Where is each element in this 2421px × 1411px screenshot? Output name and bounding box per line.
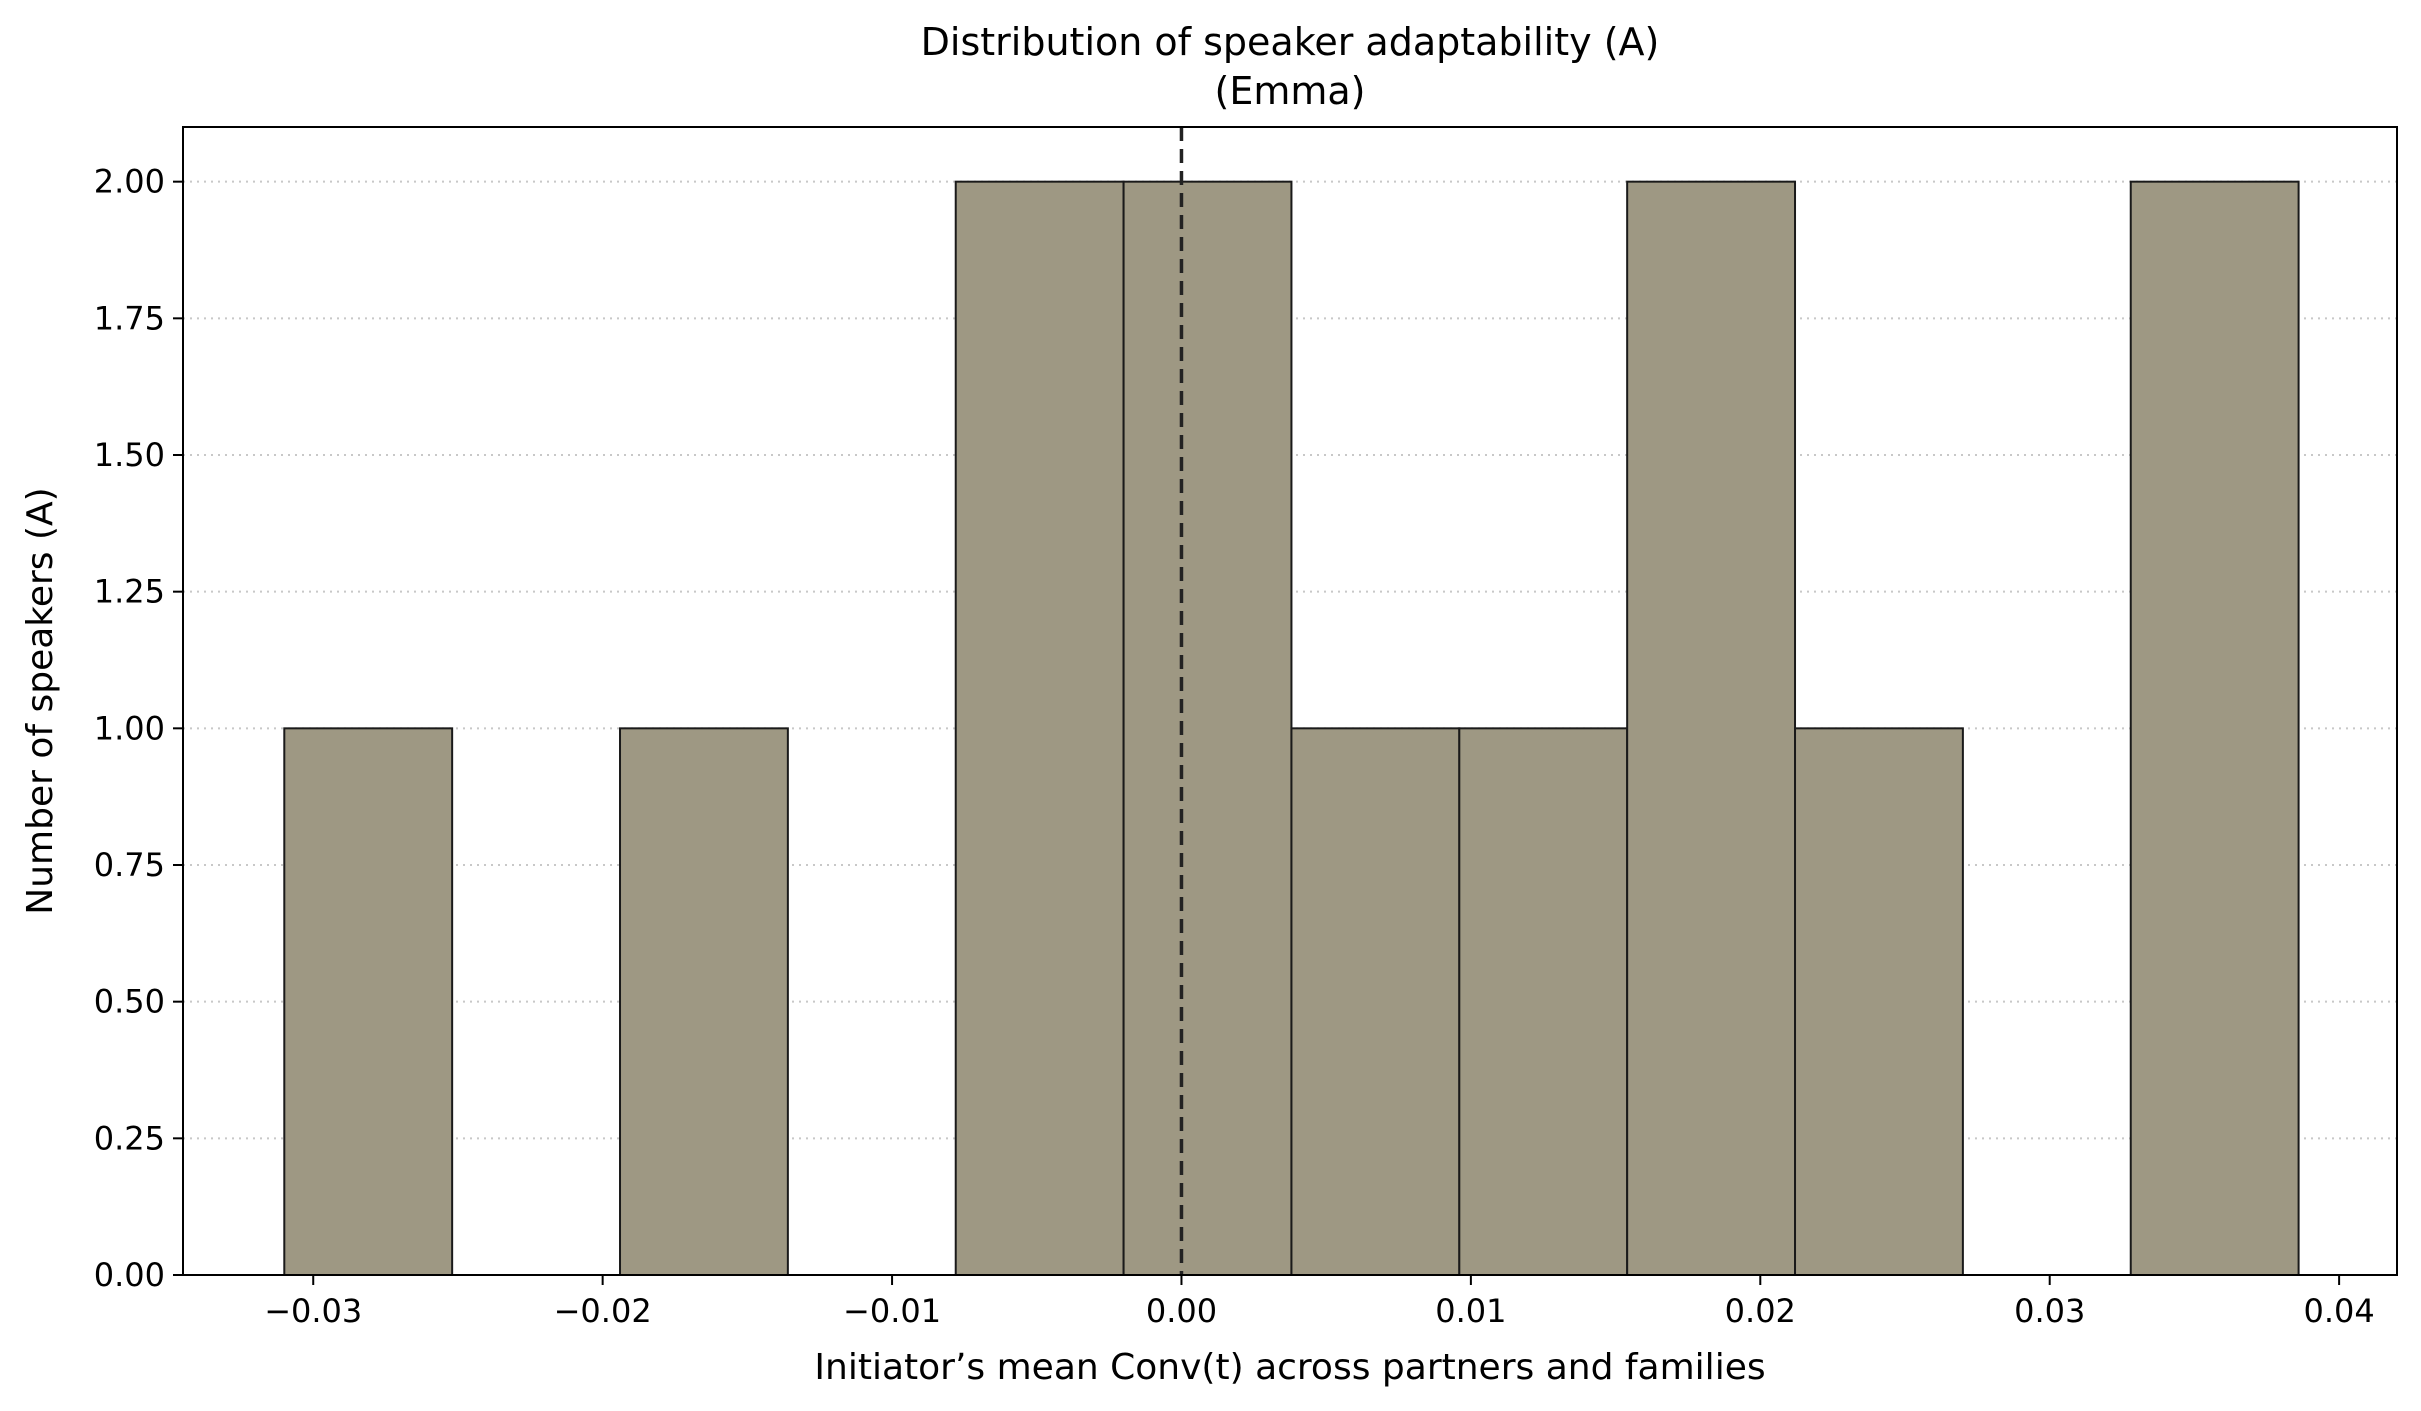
x-tick-label: −0.03 xyxy=(264,1292,362,1330)
y-tick-label: 0.50 xyxy=(94,983,165,1021)
histogram-bar xyxy=(619,727,789,1276)
y-tick-label: 1.75 xyxy=(94,299,165,337)
y-tick-label: 0.75 xyxy=(94,846,165,884)
histogram-bar xyxy=(2129,180,2300,1277)
histogram-bar xyxy=(954,180,1125,1277)
x-axis-ticks: −0.03 −0.02 −0.01 0.00 0.01 0.02 0.03 0.04 xyxy=(264,1275,2375,1330)
x-tick-label: −0.01 xyxy=(843,1292,941,1330)
chart-subtitle: (Emma) xyxy=(1215,69,1366,113)
histogram-bar xyxy=(1290,727,1461,1276)
histogram-bar xyxy=(283,727,454,1276)
y-tick-label: 1.00 xyxy=(94,709,165,747)
plot-frame xyxy=(182,126,2398,1276)
chart-title: Distribution of speaker adaptability (A) xyxy=(921,20,1660,64)
histogram-bar xyxy=(1794,727,1964,1276)
histogram-bar xyxy=(1626,180,1797,1277)
x-tick-label: 0.01 xyxy=(1435,1292,1506,1330)
x-axis-label: Initiator’s mean Conv(t) across partners… xyxy=(814,1347,1765,1388)
x-tick-label: 0.02 xyxy=(1725,1292,1796,1330)
y-tick-label: 2.00 xyxy=(94,163,165,201)
y-axis-label: Number of speakers (A) xyxy=(20,487,61,914)
x-tick-label: −0.02 xyxy=(554,1292,652,1330)
histogram-bars xyxy=(283,180,2300,1277)
y-tick-label: 1.50 xyxy=(94,436,165,474)
y-axis-ticks: 0.00 0.25 0.50 0.75 1.00 1.25 1.50 1.75 2.00 xyxy=(94,163,183,1294)
y-tick-label: 0.25 xyxy=(94,1119,165,1157)
histogram-bar xyxy=(1122,180,1293,1277)
y-tick-label: 0.00 xyxy=(94,1256,165,1294)
histogram-bar xyxy=(1458,727,1629,1276)
x-tick-label: 0.03 xyxy=(2014,1292,2085,1330)
y-tick-label: 1.25 xyxy=(94,573,165,611)
x-tick-label: 0.04 xyxy=(2303,1292,2374,1330)
x-tick-label: 0.00 xyxy=(1146,1292,1217,1330)
